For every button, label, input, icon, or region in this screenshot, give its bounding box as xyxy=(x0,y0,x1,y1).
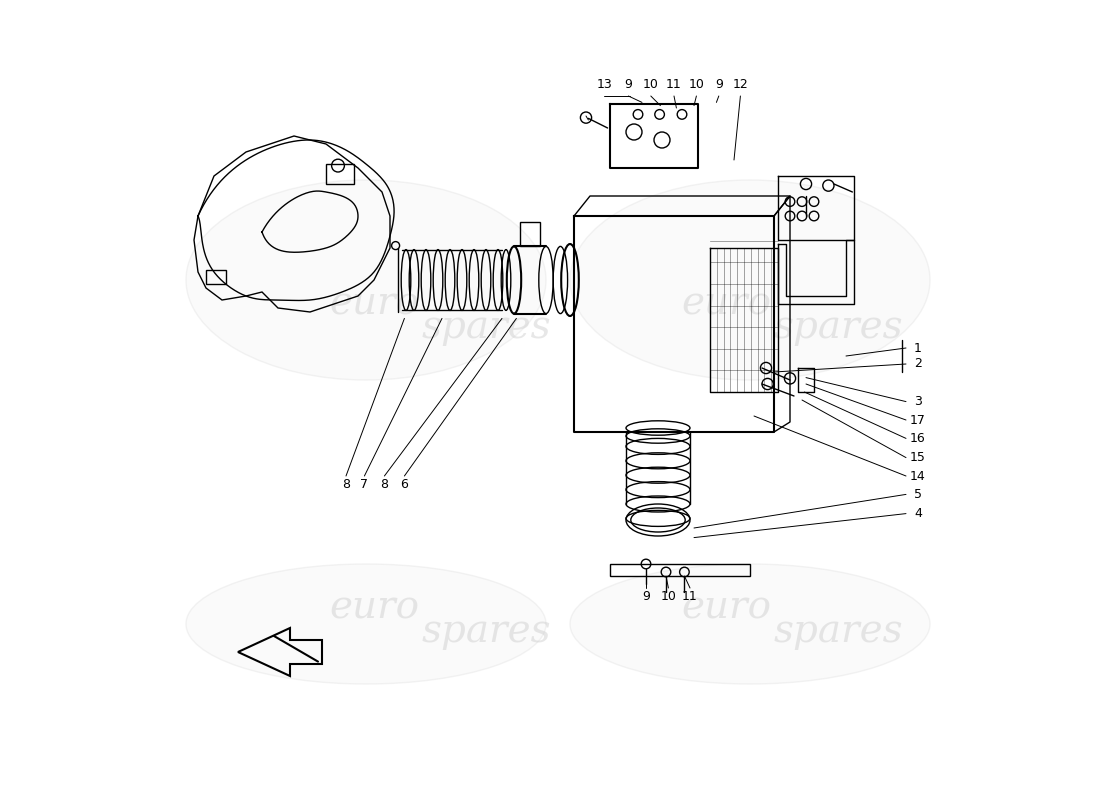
Text: 6: 6 xyxy=(400,478,408,490)
Text: spares: spares xyxy=(773,310,903,346)
Ellipse shape xyxy=(186,564,546,684)
Text: 15: 15 xyxy=(910,451,926,464)
Text: 1: 1 xyxy=(914,342,922,354)
Text: 10: 10 xyxy=(660,590,676,602)
Text: euro: euro xyxy=(329,590,419,626)
Ellipse shape xyxy=(570,180,930,380)
Bar xyxy=(326,164,354,184)
Bar xyxy=(206,270,225,284)
Ellipse shape xyxy=(570,564,930,684)
Text: 10: 10 xyxy=(689,78,704,90)
Text: 5: 5 xyxy=(914,488,922,501)
Text: spares: spares xyxy=(421,614,551,650)
Text: 9: 9 xyxy=(715,78,723,90)
Text: 7: 7 xyxy=(361,478,368,490)
Bar xyxy=(520,222,540,246)
Text: 10: 10 xyxy=(642,78,659,90)
Text: 17: 17 xyxy=(910,414,926,426)
Text: 14: 14 xyxy=(910,470,926,482)
Text: 8: 8 xyxy=(342,478,350,490)
Text: 11: 11 xyxy=(682,590,697,602)
Text: euro: euro xyxy=(681,590,771,626)
Text: 3: 3 xyxy=(914,395,922,408)
Text: 9: 9 xyxy=(625,78,632,90)
Text: 16: 16 xyxy=(910,432,926,445)
Text: spares: spares xyxy=(421,310,551,346)
Text: euro: euro xyxy=(329,286,419,322)
Text: spares: spares xyxy=(773,614,903,650)
Text: 13: 13 xyxy=(596,78,613,90)
Text: 11: 11 xyxy=(667,78,682,90)
Text: 8: 8 xyxy=(381,478,388,490)
Text: 9: 9 xyxy=(642,590,650,602)
Text: 12: 12 xyxy=(733,78,748,90)
Text: euro: euro xyxy=(681,286,771,322)
Text: 4: 4 xyxy=(914,507,922,520)
Bar xyxy=(610,564,750,576)
Text: 2: 2 xyxy=(914,358,922,370)
Ellipse shape xyxy=(186,180,546,380)
